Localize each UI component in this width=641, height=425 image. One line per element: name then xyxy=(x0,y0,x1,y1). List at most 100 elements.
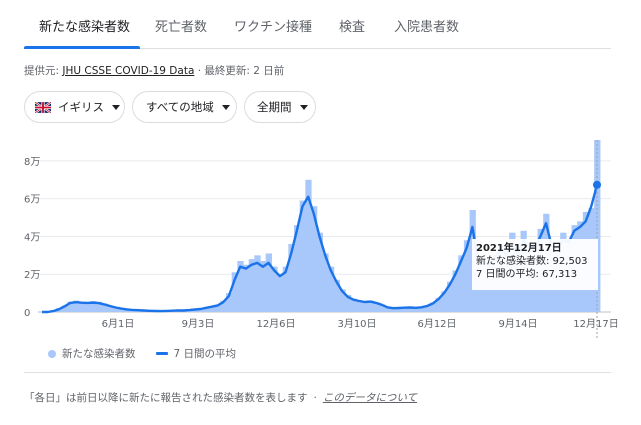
source-prefix: 提供元: xyxy=(24,65,63,77)
daily-cases-bar xyxy=(67,301,74,312)
chevron-down-icon xyxy=(221,104,230,110)
daily-cases-bar xyxy=(441,291,448,312)
daily-cases-bar xyxy=(260,261,267,312)
daily-cases-bar xyxy=(209,306,216,312)
daily-cases-bar xyxy=(350,298,357,312)
daily-cases-bar xyxy=(107,305,114,312)
chevron-down-icon xyxy=(112,104,120,110)
daily-cases-bar xyxy=(118,308,125,312)
daily-cases-bar xyxy=(356,300,363,312)
x-tick-label: 12月17日 xyxy=(573,318,618,330)
x-tick-label: 6月1日 xyxy=(102,318,135,330)
daily-cases-bar xyxy=(84,302,91,312)
daily-cases-bar xyxy=(333,279,340,312)
daily-cases-bar xyxy=(243,264,250,312)
average-legend-swatch xyxy=(155,352,168,355)
y-tick-label: 2万 xyxy=(24,270,40,281)
chart-legend: 新たな感染者数 7 日間の平均 xyxy=(48,346,236,361)
daily-cases-bar xyxy=(282,266,289,312)
daily-cases-bar xyxy=(446,281,454,312)
region-dropdown[interactable]: すべての地域 xyxy=(132,91,237,123)
daily-cases-bar xyxy=(248,259,255,312)
country-dropdown[interactable]: イギリス xyxy=(24,91,125,123)
daily-cases-bar xyxy=(435,297,442,312)
daily-cases-bar xyxy=(452,270,459,312)
daily-cases-bar xyxy=(61,305,69,312)
daily-cases-bar xyxy=(73,300,80,312)
tooltip-cases: 新たな感染者数: 92,503 xyxy=(476,256,588,267)
tab-testing[interactable]: 検査 xyxy=(339,20,366,35)
daily-cases-bar xyxy=(316,232,323,312)
daily-cases-bar xyxy=(339,289,346,312)
tab-deaths[interactable]: 死亡者数 xyxy=(155,20,208,35)
daily-cases-bar xyxy=(367,300,374,312)
daily-cases-bar xyxy=(429,302,437,312)
daily-cases-bar xyxy=(78,302,86,312)
footnote-separator: · xyxy=(313,392,317,404)
daily-cases-bar xyxy=(322,253,329,312)
y-tick-label: 6万 xyxy=(24,195,40,206)
daily-cases-bar xyxy=(112,307,120,312)
source-line: 提供元: JHU CSSE COVID-19 Data · 最終更新: 2 日前 xyxy=(24,63,284,78)
daily-cases-bar xyxy=(395,307,403,312)
daily-cases-bar xyxy=(463,240,471,312)
legend-cases-label: 新たな感染者数 xyxy=(62,348,136,360)
daily-cases-bar xyxy=(226,293,233,312)
daily-cases-bar xyxy=(231,272,238,312)
hover-point xyxy=(593,180,601,189)
daily-cases-bar xyxy=(373,302,380,312)
last-updated: · 最終更新: 2 日前 xyxy=(194,65,285,77)
divider xyxy=(24,372,611,373)
tooltip-average: 7 日間の平均: 67,313 xyxy=(476,269,578,280)
daily-cases-bar xyxy=(390,308,397,312)
period-dropdown[interactable]: 全期間 xyxy=(244,91,316,123)
daily-cases-bar xyxy=(277,274,284,312)
daily-cases-bar xyxy=(378,304,386,312)
daily-cases-bar xyxy=(271,266,278,312)
daily-cases-bar xyxy=(197,308,205,312)
daily-cases-bar xyxy=(90,301,97,312)
daily-cases-bar xyxy=(361,301,369,312)
daily-cases-bar xyxy=(311,206,318,312)
cases-legend-swatch xyxy=(48,349,56,358)
tab-new-cases[interactable]: 新たな感染者数 xyxy=(39,20,131,35)
period-label: 全期間 xyxy=(257,100,292,114)
legend-average-label: 7 日間の平均 xyxy=(173,348,237,360)
daily-cases-bar xyxy=(299,200,306,312)
chevron-down-icon xyxy=(299,104,308,110)
chart-tooltip: 2021年12月17日 新たな感染者数: 92,503 7 日間の平均: 67,… xyxy=(472,239,598,290)
tab-vaccinations[interactable]: ワクチン接種 xyxy=(234,20,313,35)
country-label: イギリス xyxy=(58,100,104,114)
x-tick-label: 9月14日 xyxy=(498,318,537,330)
y-tick-label: 8万 xyxy=(24,157,40,168)
about-data-link[interactable]: このデータについて xyxy=(322,392,418,404)
uk-flag-icon xyxy=(35,101,51,113)
x-tick-label: 3月10日 xyxy=(337,318,376,330)
daily-cases-bar xyxy=(101,303,108,312)
daily-cases-bar xyxy=(214,304,221,312)
tooltip-date: 2021年12月17日 xyxy=(476,243,562,254)
daily-cases-bar xyxy=(203,307,210,312)
daily-cases-bar xyxy=(288,244,295,312)
daily-cases-bar xyxy=(401,307,408,312)
daily-cases-bar xyxy=(254,255,261,312)
daily-cases-bar xyxy=(237,261,244,312)
tab-bar: 新たな感染者数 死亡者数 ワクチン接種 検査 入院患者数 xyxy=(24,0,611,49)
daily-cases-bar xyxy=(458,255,465,312)
daily-cases-bar xyxy=(95,301,103,312)
daily-cases-bar xyxy=(294,225,301,312)
y-tick-label: 0 xyxy=(24,308,30,319)
daily-cases-bar xyxy=(407,307,414,312)
daily-cases-bar xyxy=(220,300,227,312)
x-tick-label: 9月3日 xyxy=(182,318,215,330)
daily-cases-bar xyxy=(418,306,425,312)
region-label: すべての地域 xyxy=(146,100,214,114)
tab-hospitalizations[interactable]: 入院患者数 xyxy=(394,20,460,35)
source-link[interactable]: JHU CSSE COVID-19 Data xyxy=(62,65,195,77)
footnote-text: 「各日」は前日以降に新たに報告された感染者数を表します xyxy=(24,392,308,404)
daily-cases-bar xyxy=(327,266,335,312)
active-tab-indicator xyxy=(24,46,140,49)
daily-cases-bar xyxy=(265,253,272,312)
daily-cases-bar xyxy=(384,307,391,312)
footnote: 「各日」は前日以降に新たに報告された感染者数を表します · このデータについて xyxy=(24,390,417,405)
